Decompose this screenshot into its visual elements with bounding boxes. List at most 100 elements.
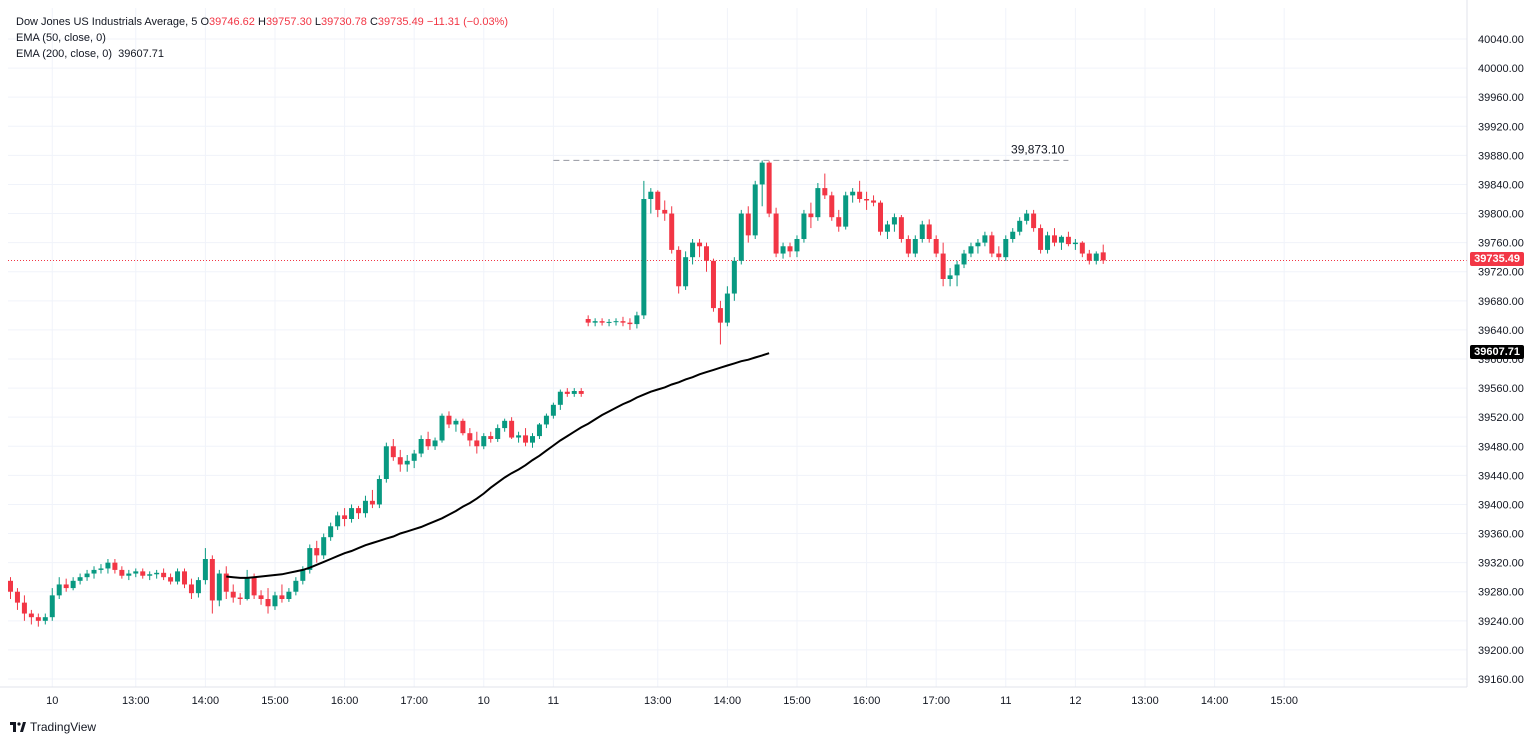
candle xyxy=(439,413,445,443)
candle-body xyxy=(1038,228,1044,250)
candle xyxy=(975,239,981,254)
candle-body xyxy=(968,246,974,254)
candle xyxy=(1093,251,1099,265)
ema200-price-badge: 39607.71 xyxy=(1470,345,1524,360)
candle xyxy=(613,318,619,326)
candle-body xyxy=(1003,239,1009,258)
candle xyxy=(91,566,97,579)
candle-body xyxy=(523,435,529,443)
candle-body xyxy=(1052,235,1057,243)
candle-body xyxy=(376,479,382,505)
candle xyxy=(989,231,995,258)
candle-body xyxy=(926,224,932,239)
candle-body xyxy=(516,435,522,438)
candle-body xyxy=(878,202,883,232)
candle-body xyxy=(342,515,348,519)
candle-body xyxy=(898,217,904,239)
candle xyxy=(84,569,90,581)
candle-body xyxy=(14,591,20,603)
candle xyxy=(147,571,153,581)
candle xyxy=(418,435,424,458)
high-value: 39757.30 xyxy=(265,16,312,28)
low-value: 39730.78 xyxy=(321,16,367,28)
candle-body xyxy=(202,559,208,581)
candle xyxy=(724,286,730,327)
candle xyxy=(321,533,327,559)
candle-body xyxy=(77,577,83,581)
legend-ema200-row: EMA (200, close, 0) 39607.71 xyxy=(16,46,508,62)
candle-body xyxy=(683,257,689,287)
ema200-value: 39607.71 xyxy=(118,48,165,60)
time-tick-label: 16:00 xyxy=(331,695,359,707)
tradingview-logo[interactable]: TradingView xyxy=(10,720,96,734)
candle xyxy=(481,433,487,450)
candle-body xyxy=(28,613,34,618)
candle-body xyxy=(244,577,250,599)
candle-body xyxy=(578,391,584,394)
candle xyxy=(543,413,549,429)
candle-body xyxy=(676,249,682,287)
candle xyxy=(202,548,208,585)
candle-body xyxy=(787,246,793,252)
candle xyxy=(223,566,229,599)
candle-body xyxy=(536,424,542,437)
candle xyxy=(599,318,605,326)
candle-body xyxy=(175,571,181,582)
candle xyxy=(474,431,480,454)
candle xyxy=(571,388,577,397)
axis-labels: 39160.00 39200.00 39240.00 39280.00 39320.00… xyxy=(46,34,1524,707)
candle-body xyxy=(188,584,194,594)
candle xyxy=(697,239,703,258)
candle xyxy=(453,418,459,432)
time-tick-label: 17:00 xyxy=(400,695,428,707)
time-tick-label: 10 xyxy=(478,695,490,707)
candle-body xyxy=(195,580,201,594)
candle xyxy=(808,202,814,229)
candle xyxy=(961,249,967,269)
candle xyxy=(175,568,181,585)
candle-body xyxy=(216,573,222,601)
candle xyxy=(836,209,842,232)
open-label: O xyxy=(200,16,210,28)
candle xyxy=(237,593,243,605)
candle-body xyxy=(599,321,605,323)
low-label: L xyxy=(314,16,322,28)
price-tick-label: 39760.00 xyxy=(1478,238,1524,250)
candle-body xyxy=(161,572,167,578)
candle xyxy=(349,504,355,523)
candle-body xyxy=(891,217,897,225)
close-label: C xyxy=(369,16,378,28)
price-tick-label: 39720.00 xyxy=(1478,267,1524,279)
candle xyxy=(509,417,515,439)
price-tick-label: 39800.00 xyxy=(1478,209,1524,221)
price-tick-label: 39440.00 xyxy=(1478,470,1524,482)
candle xyxy=(119,566,125,579)
candle-body xyxy=(641,199,647,316)
candle-body xyxy=(251,577,257,596)
candle-body xyxy=(307,548,313,570)
candle xyxy=(655,190,661,218)
candle xyxy=(397,449,403,472)
candle xyxy=(669,206,675,254)
candle xyxy=(1058,235,1064,250)
candle xyxy=(56,577,62,599)
candle xyxy=(1017,217,1023,236)
candle xyxy=(752,180,758,239)
candle-body xyxy=(808,213,814,218)
high-reference-label: 39,873.10 xyxy=(1011,142,1065,156)
candle-body xyxy=(300,569,306,581)
symbol-title: Dow Jones US Industrials Average, 5 xyxy=(16,16,198,28)
candle-body xyxy=(766,162,772,214)
candle-body xyxy=(655,191,661,210)
candle xyxy=(773,207,779,258)
candle-body xyxy=(182,571,187,585)
candle-body xyxy=(1017,220,1023,232)
candle xyxy=(21,595,27,621)
candle xyxy=(871,195,877,207)
time-tick-label: 16:00 xyxy=(853,695,881,707)
candle-body xyxy=(592,321,598,323)
price-tick-label: 39640.00 xyxy=(1478,325,1524,337)
candle-body xyxy=(356,508,361,514)
candle-body xyxy=(1065,236,1071,245)
